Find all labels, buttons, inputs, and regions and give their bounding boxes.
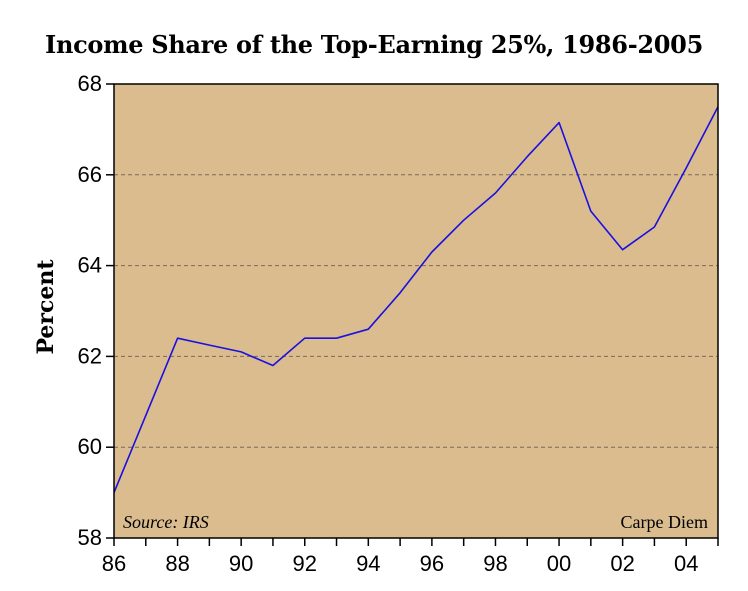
plot-area: [114, 84, 718, 538]
source-annotation: Source: IRS: [123, 512, 209, 532]
x-tick-label: 02: [610, 551, 634, 576]
series-line: [113, 106, 719, 493]
x-tick-label: 98: [483, 551, 507, 576]
x-tick-label: 04: [674, 551, 698, 576]
y-tick-label: 60: [78, 434, 102, 459]
y-tick-label: 64: [78, 253, 102, 278]
x-tick-label: 86: [102, 551, 126, 576]
y-tick-label: 68: [78, 71, 102, 96]
x-tick-label: 88: [165, 551, 189, 576]
y-tick-label: 58: [78, 525, 102, 550]
plot-frame: [113, 83, 719, 539]
x-tick-label: 96: [420, 551, 444, 576]
x-tick-label: 92: [292, 551, 316, 576]
credit-annotation: Carpe Diem: [621, 512, 708, 532]
x-tick-label: 94: [356, 551, 380, 576]
x-tick-label: 00: [547, 551, 571, 576]
x-tick-label: 90: [229, 551, 253, 576]
y-tick-label: 66: [78, 162, 102, 187]
y-tick-label: 62: [78, 343, 102, 368]
chart-title: Income Share of the Top-Earning 25%, 198…: [45, 30, 703, 59]
y-axis-title: Percent: [33, 259, 59, 355]
